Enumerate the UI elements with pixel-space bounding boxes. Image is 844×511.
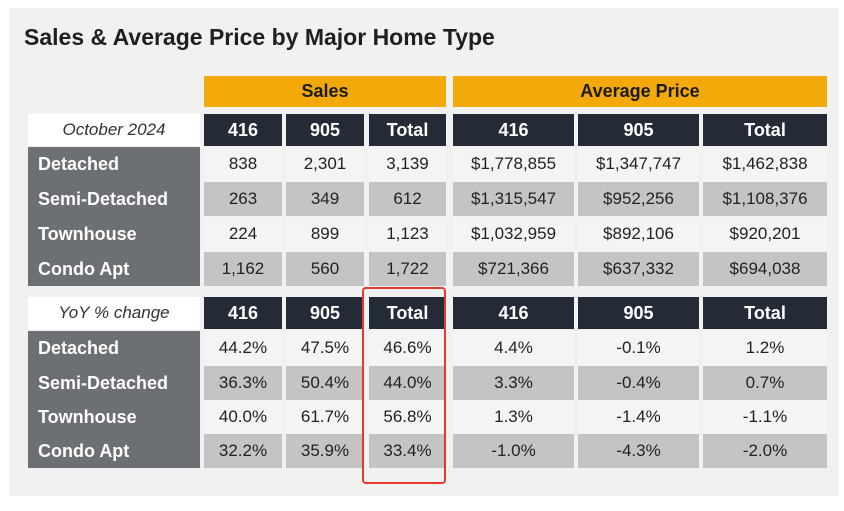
table-cell: 36.3%	[204, 366, 282, 400]
section1-col-header: 905	[286, 114, 364, 146]
table-cell: 50.4%	[286, 366, 364, 400]
table-cell: 32.2%	[204, 434, 282, 468]
table-cell: 56.8%	[369, 400, 446, 434]
table-cell: $1,108,376	[703, 182, 827, 216]
table-cell: 224	[204, 217, 282, 251]
table-cell: 46.6%	[369, 331, 446, 365]
table-cell: -4.3%	[578, 434, 699, 468]
table-cell: 3,139	[369, 147, 446, 181]
table-cell: $892,106	[578, 217, 699, 251]
section2-col-header: 905	[286, 297, 364, 329]
row-header: Condo Apt	[28, 434, 200, 468]
section2-col-header: Total	[703, 297, 827, 329]
section2-label: YoY % change	[28, 297, 200, 329]
table-cell: 838	[204, 147, 282, 181]
row-header: Detached	[28, 331, 200, 365]
table-cell: 35.9%	[286, 434, 364, 468]
table-cell: 44.2%	[204, 331, 282, 365]
table-cell: 44.0%	[369, 366, 446, 400]
table-cell: 3.3%	[453, 366, 574, 400]
section1-col-header: Total	[369, 114, 446, 146]
section1-col-header: 416	[204, 114, 282, 146]
table-cell: -0.1%	[578, 331, 699, 365]
table-cell: 47.5%	[286, 331, 364, 365]
table-cell: 0.7%	[703, 366, 827, 400]
table-cell: 560	[286, 252, 364, 286]
page-title: Sales & Average Price by Major Home Type	[24, 24, 495, 50]
section1-col-header: 905	[578, 114, 699, 146]
section2-col-header: 416	[453, 297, 574, 329]
table-cell: -1.1%	[703, 400, 827, 434]
table-cell: 1,123	[369, 217, 446, 251]
table-cell: 1.3%	[453, 400, 574, 434]
table-cell: 40.0%	[204, 400, 282, 434]
table-cell: -2.0%	[703, 434, 827, 468]
table-cell: 61.7%	[286, 400, 364, 434]
table-cell: 1,162	[204, 252, 282, 286]
table-cell: $920,201	[703, 217, 827, 251]
table-cell: $694,038	[703, 252, 827, 286]
table-cell: 612	[369, 182, 446, 216]
row-header: Semi-Detached	[28, 182, 200, 216]
row-header: Condo Apt	[28, 252, 200, 286]
highlight-box	[362, 287, 446, 484]
table-cell: 1,722	[369, 252, 446, 286]
table-cell: $1,347,747	[578, 147, 699, 181]
section1-col-header: 416	[453, 114, 574, 146]
section2-col-header: 905	[578, 297, 699, 329]
section1-col-header: Total	[703, 114, 827, 146]
row-header: Semi-Detached	[28, 366, 200, 400]
table-cell: 4.4%	[453, 331, 574, 365]
row-header: Townhouse	[28, 400, 200, 434]
table-cell: $1,778,855	[453, 147, 574, 181]
table-cell: 1.2%	[703, 331, 827, 365]
table-cell: $1,315,547	[453, 182, 574, 216]
table-cell: 263	[204, 182, 282, 216]
table-cell: 899	[286, 217, 364, 251]
table-cell: $1,462,838	[703, 147, 827, 181]
section1-label: October 2024	[28, 114, 200, 146]
sales-group-header: Sales	[204, 76, 446, 107]
row-header: Townhouse	[28, 217, 200, 251]
average-price-group-header: Average Price	[453, 76, 827, 107]
table-cell: -0.4%	[578, 366, 699, 400]
section2-col-header: 416	[204, 297, 282, 329]
table-cell: -1.4%	[578, 400, 699, 434]
section2-col-header: Total	[369, 297, 446, 329]
table-cell: 33.4%	[369, 434, 446, 468]
row-header: Detached	[28, 147, 200, 181]
table-cell: -1.0%	[453, 434, 574, 468]
table-cell: $637,332	[578, 252, 699, 286]
table-cell: 2,301	[286, 147, 364, 181]
table-cell: $1,032,959	[453, 217, 574, 251]
table-cell: 349	[286, 182, 364, 216]
table-cell: $721,366	[453, 252, 574, 286]
table-cell: $952,256	[578, 182, 699, 216]
